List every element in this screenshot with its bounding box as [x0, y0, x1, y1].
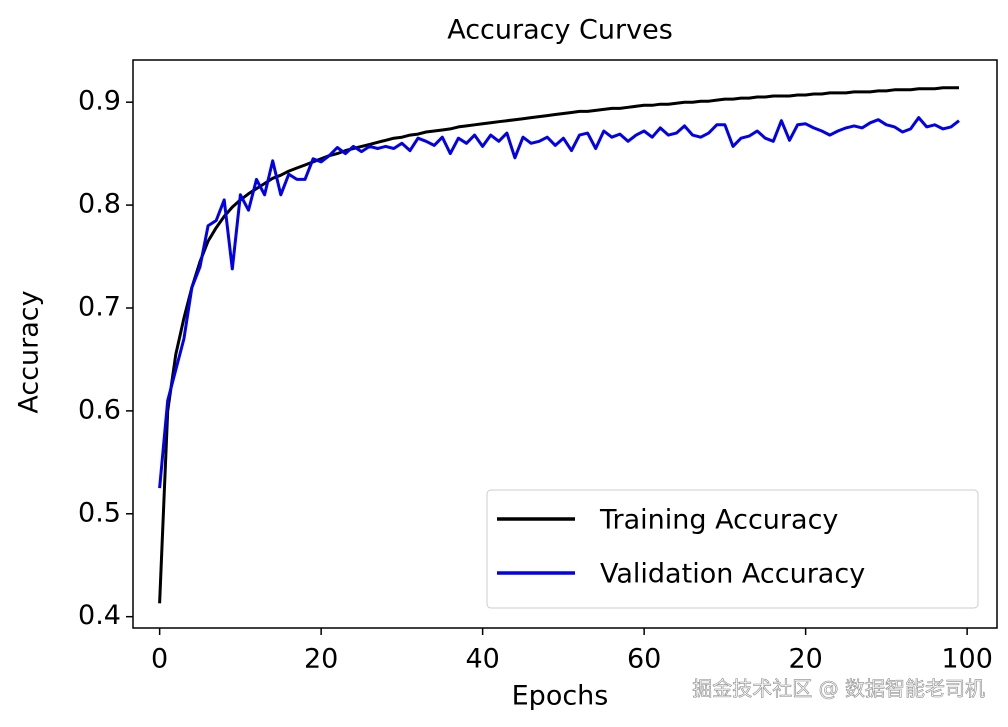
data-line — [158, 86, 959, 604]
plot-frame — [132, 59, 998, 629]
data-line — [158, 116, 960, 489]
x-tick-label: 0 — [151, 644, 168, 675]
x-tick-label: 20 — [304, 644, 338, 675]
y-tick-label: 0.9 — [78, 86, 121, 117]
x-axis-label: Epochs — [512, 681, 609, 712]
legend-label: Training Accuracy — [599, 505, 838, 536]
y-tick-label: 0.6 — [78, 394, 121, 425]
x-tick-label: 40 — [465, 644, 499, 675]
x-tick-label: 100 — [941, 644, 993, 675]
watermark: 掘金技术社区 @ 数据智能老司机 — [692, 677, 985, 701]
y-tick-label: 0.8 — [78, 189, 121, 220]
chart-title: Accuracy Curves — [447, 15, 673, 46]
x-tick-label: 60 — [627, 644, 661, 675]
y-axis-label: Accuracy — [14, 290, 45, 413]
y-tick-label: 0.5 — [78, 497, 121, 528]
y-tick-label: 0.4 — [78, 600, 121, 631]
x-tick-label: 20 — [788, 644, 822, 675]
legend-label: Validation Accuracy — [600, 559, 865, 590]
y-tick-label: 0.7 — [78, 291, 121, 322]
legend-box — [486, 489, 979, 609]
